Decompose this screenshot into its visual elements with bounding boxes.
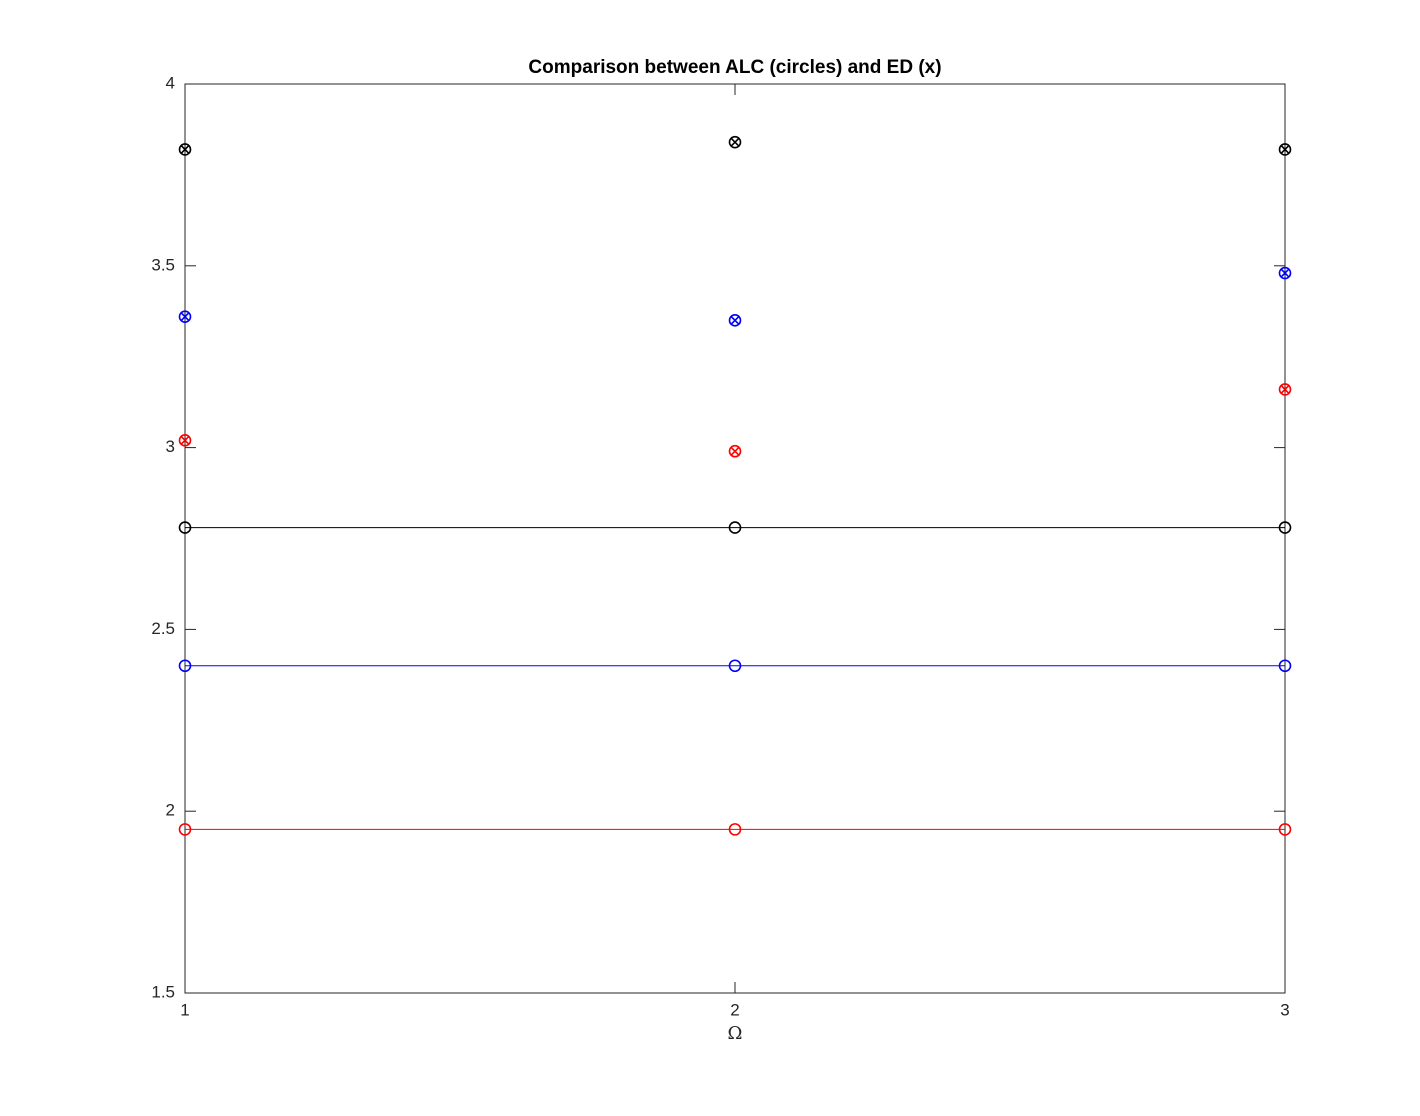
y-tick-label: 3.5 bbox=[151, 255, 175, 274]
marker-cross bbox=[180, 312, 190, 322]
x-tick-label: 1 bbox=[180, 1000, 189, 1019]
marker bbox=[1278, 659, 1292, 673]
marker-circle bbox=[178, 659, 192, 673]
marker-cross bbox=[730, 137, 740, 147]
marker-circle bbox=[728, 659, 742, 673]
marker-cross bbox=[730, 446, 740, 456]
x-tick-label: 3 bbox=[1280, 1000, 1289, 1019]
marker-cross bbox=[730, 315, 740, 325]
marker bbox=[178, 659, 192, 673]
x-axis-label: Ω bbox=[728, 1023, 743, 1044]
marker bbox=[178, 143, 192, 156]
marker-cross bbox=[1280, 268, 1290, 278]
y-tick-label: 1.5 bbox=[151, 982, 175, 1001]
marker-circle bbox=[1278, 383, 1292, 396]
marker bbox=[178, 823, 192, 836]
y-tick-label: 3 bbox=[166, 437, 175, 456]
marker bbox=[728, 314, 742, 327]
marker-circle bbox=[1278, 521, 1292, 534]
marker-circle bbox=[178, 143, 192, 156]
marker-circle bbox=[1278, 823, 1292, 836]
marker-cross bbox=[1280, 144, 1290, 154]
marker bbox=[1278, 143, 1292, 156]
x-tick-label: 2 bbox=[730, 1000, 739, 1019]
marker bbox=[728, 444, 742, 458]
marker-circle bbox=[178, 823, 192, 836]
marker-circle bbox=[178, 310, 192, 324]
marker-circle bbox=[178, 434, 192, 447]
marker-circle bbox=[1278, 659, 1292, 673]
marker-circle bbox=[178, 521, 192, 534]
marker bbox=[178, 521, 192, 534]
marker bbox=[1278, 521, 1292, 534]
marker bbox=[1278, 823, 1292, 836]
marker bbox=[1278, 383, 1292, 396]
marker-cross bbox=[180, 144, 190, 154]
y-tick-label: 2 bbox=[166, 801, 175, 820]
marker bbox=[1278, 266, 1292, 280]
marker bbox=[728, 659, 742, 673]
marker bbox=[178, 310, 192, 324]
marker-circle bbox=[728, 823, 742, 836]
marker-circle bbox=[1278, 143, 1292, 156]
marker bbox=[178, 434, 192, 447]
marker-cross bbox=[1280, 384, 1290, 394]
marker-circle bbox=[728, 521, 742, 534]
marker-cross bbox=[180, 435, 190, 445]
marker bbox=[728, 521, 742, 534]
marker-circle bbox=[728, 444, 742, 458]
marker-circle bbox=[1278, 266, 1292, 280]
marker bbox=[728, 135, 742, 149]
chart-title: Comparison between ALC (circles) and ED … bbox=[528, 57, 941, 78]
y-tick-label: 2.5 bbox=[151, 619, 175, 638]
marker-circle bbox=[728, 135, 742, 149]
marker bbox=[728, 823, 742, 836]
y-tick-label: 4 bbox=[166, 73, 175, 92]
plot-area bbox=[184, 83, 1286, 994]
marker-circle bbox=[728, 314, 742, 327]
